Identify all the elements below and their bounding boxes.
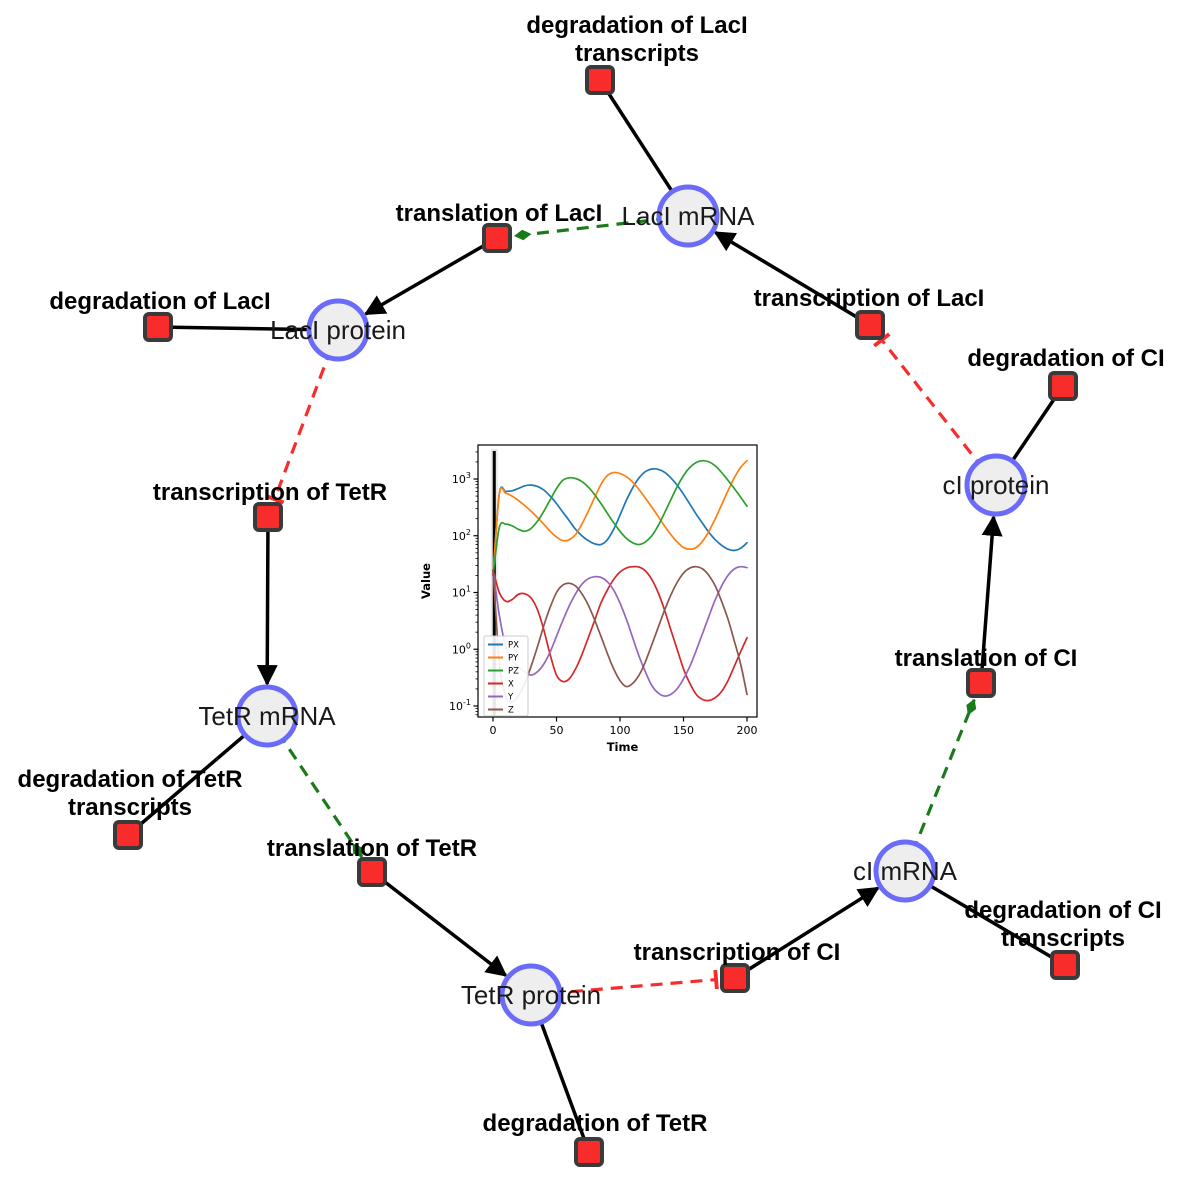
species-label-tetr-mrna: TetR mRNA	[198, 701, 336, 731]
species-label-laci-protein: LacI protein	[270, 315, 406, 345]
chart-x-tick-label: 0	[490, 724, 497, 737]
reaction-nodes	[113, 65, 1080, 1167]
reaction-node-transcription-laci[interactable]	[855, 310, 885, 340]
species-label-tetr-protein: TetR protein	[461, 980, 601, 1010]
reaction-node-deg-tetr[interactable]	[574, 1137, 604, 1167]
species-label-ci-protein: cI protein	[943, 470, 1050, 500]
species-node-tetr-protein[interactable]	[499, 963, 563, 1027]
chart-series-line-Z	[492, 565, 748, 703]
chart-series-line-PY	[492, 459, 748, 577]
reaction-node-deg-laci[interactable]	[143, 312, 173, 342]
reaction-label-transcription-ci-line0: transcription of CI	[634, 939, 841, 966]
species-node-ci-mrna[interactable]	[873, 839, 937, 903]
chart-legend-label-X: X	[508, 680, 514, 690]
reaction-node-transcription-tetr[interactable]	[253, 502, 283, 532]
chart-y-tick-label: 10-1	[449, 698, 471, 713]
reaction-node-deg-tetr-tx[interactable]	[113, 820, 143, 850]
chart-series-line-Y	[492, 565, 748, 697]
chart-series-line-PX	[492, 467, 748, 577]
chart-legend-label-PY: PY	[508, 654, 519, 664]
reaction-label-deg-laci-line0: degradation of LacI	[49, 288, 270, 315]
edge-production-translation-ci-ci-protein	[979, 514, 1003, 684]
reaction-label-translation-tetr-line0: translation of TetR	[267, 835, 477, 862]
chart-y-tick-label: 102	[452, 528, 471, 543]
reaction-label-deg-tetr-tx-line0: degradation of TetR	[18, 766, 243, 793]
species-nodes	[235, 184, 1028, 1027]
species-node-ci-protein[interactable]	[964, 453, 1028, 517]
reaction-node-deg-ci[interactable]	[1048, 371, 1078, 401]
reaction-node-deg-ci-tx[interactable]	[1050, 950, 1080, 980]
chart-x-tick-label: 150	[673, 724, 694, 737]
species-label-ci-mrna: cI mRNA	[853, 856, 958, 886]
chart-frame	[477, 444, 758, 718]
chart-legend: PX PY PZ XYZ	[483, 635, 529, 717]
chart-legend-label-Z: Z	[508, 706, 514, 716]
chart-legend-label-Y: Y	[507, 693, 514, 703]
chart-series	[492, 459, 748, 703]
reaction-label-transcription-laci-line0: transcription of LacI	[754, 285, 985, 312]
species-node-laci-mrna[interactable]	[656, 184, 720, 248]
chart-legend-label-PX: PX	[508, 641, 519, 651]
species-node-laci-protein[interactable]	[306, 298, 370, 362]
chart-xlabel: Time	[607, 740, 639, 754]
reaction-node-deg-laci-tx[interactable]	[585, 65, 615, 95]
reaction-label-deg-laci-tx-line1: transcripts	[575, 40, 699, 67]
reaction-label-translation-ci-line0: translation of CI	[895, 645, 1078, 672]
reaction-label-transcription-tetr-line0: transcription of TetR	[153, 479, 387, 506]
reaction-label-deg-ci-line0: degradation of CI	[967, 345, 1164, 372]
species-label-laci-mrna: LacI mRNA	[622, 201, 756, 231]
species-node-tetr-mrna[interactable]	[235, 684, 299, 748]
reaction-label-deg-ci-tx-line1: transcripts	[1001, 925, 1125, 952]
chart-x-tick-label: 100	[610, 724, 631, 737]
edge-production-translation-tetr-tetr-protein	[370, 870, 508, 977]
chart-x-tick-label: 200	[737, 724, 758, 737]
chart-legend-label-PZ: PZ	[508, 667, 519, 677]
chart-series-line-PZ	[492, 459, 748, 577]
reaction-label-translation-laci-line0: translation of LacI	[396, 200, 603, 227]
node-labels: LacI mRNA LacI protein TetR mRNA TetR prote…	[18, 12, 1165, 1137]
reaction-label-deg-tetr-tx-line1: transcripts	[68, 794, 192, 821]
chart-y-tick-label: 101	[452, 585, 471, 600]
chart-y-tick-label: 100	[452, 641, 471, 656]
chart-ylabel: Value	[419, 563, 433, 599]
reaction-node-translation-tetr[interactable]	[357, 857, 387, 887]
edge-production-transcription-ci-ci-mrna	[734, 886, 880, 980]
chart-x-tick-label: 50	[550, 724, 564, 737]
reaction-label-deg-tetr-line0: degradation of TetR	[483, 1110, 708, 1137]
chart-legend-box	[483, 635, 529, 717]
reaction-node-translation-laci[interactable]	[482, 223, 512, 253]
chart-y-tick-label: 103	[452, 471, 471, 486]
reaction-label-deg-laci-tx-line0: degradation of LacI	[526, 12, 747, 39]
edge-production-transcription-laci-laci-mrna	[713, 230, 871, 327]
chart-series-line-X	[492, 565, 748, 702]
reaction-node-translation-ci[interactable]	[966, 668, 996, 698]
reaction-node-transcription-ci[interactable]	[720, 963, 750, 993]
reaction-label-deg-ci-tx-line0: degradation of CI	[964, 897, 1161, 924]
edge-production-translation-laci-laci-protein	[363, 236, 498, 316]
edge-production-transcription-tetr-tetr-mrna	[256, 516, 278, 687]
